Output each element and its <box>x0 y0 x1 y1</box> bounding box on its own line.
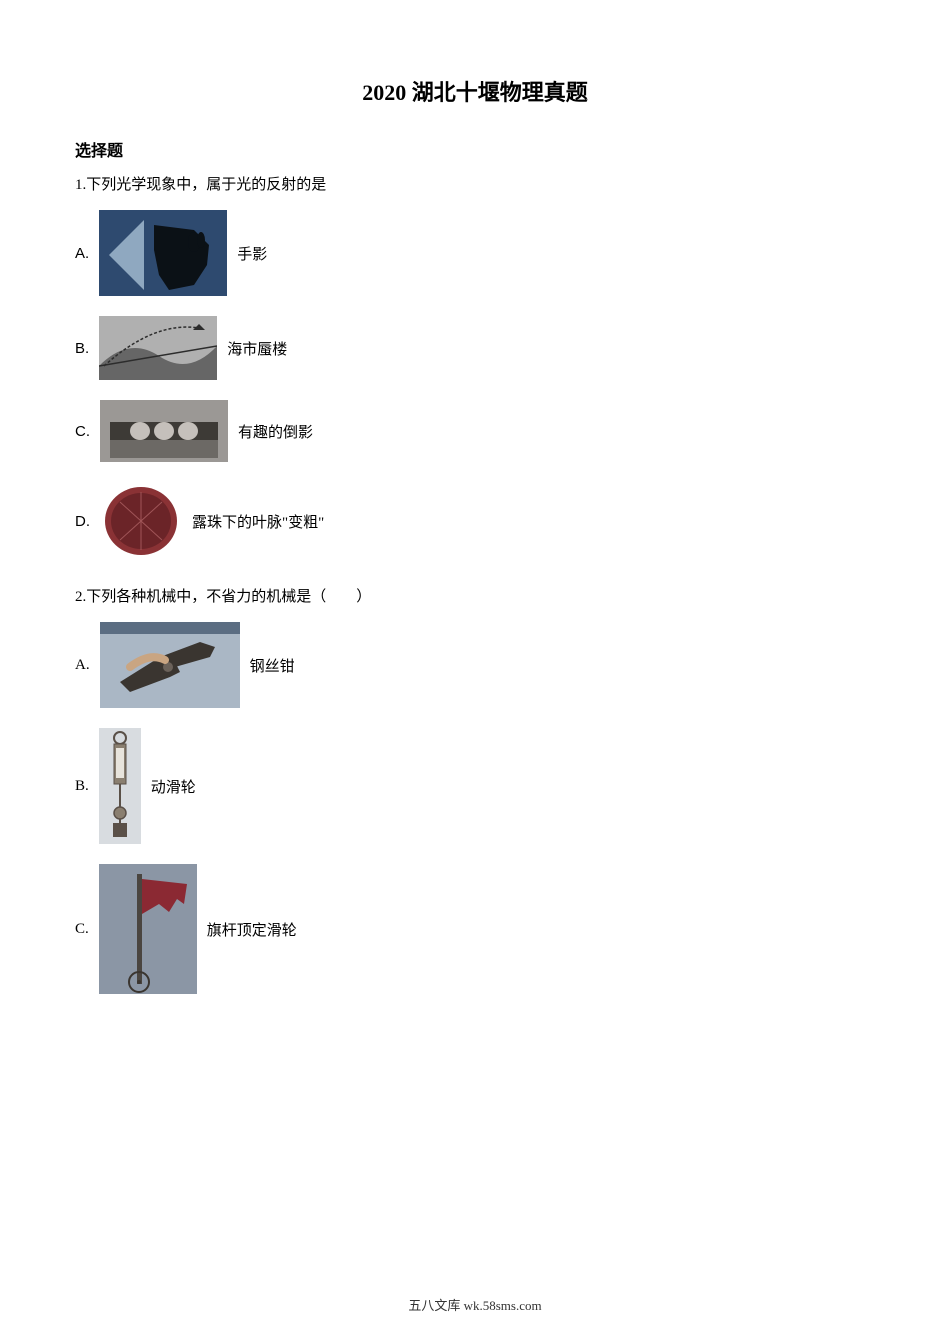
option-label: 钢丝钳 <box>250 655 295 676</box>
q2-text: 下列各种机械中，不省力的机械是（ ） <box>86 589 371 605</box>
page-footer: 五八文库 wk.58sms.com <box>0 1295 950 1314</box>
option-label: 露珠下的叶脉"变粗" <box>192 511 324 532</box>
question-1: 1.下列光学现象中，属于光的反射的是 <box>75 173 875 194</box>
hand-shadow-image <box>99 210 227 296</box>
q1-option-d: D. 露珠下的叶脉"变粗" <box>75 482 875 560</box>
q2-option-a: A. 钢丝钳 <box>75 622 875 708</box>
reflection-image <box>100 400 228 462</box>
q2-option-c: C. 旗杆顶定滑轮 <box>75 864 875 994</box>
option-label: 有趣的倒影 <box>238 421 313 442</box>
dewdrop-leaf-image <box>100 482 182 560</box>
option-letter: B. <box>75 778 89 795</box>
option-letter: D. <box>75 513 90 530</box>
mirage-image <box>99 316 217 380</box>
option-label: 手影 <box>237 243 267 264</box>
pliers-image <box>100 622 240 708</box>
option-letter: B. <box>75 340 89 357</box>
option-letter: A. <box>75 245 89 262</box>
option-letter: C. <box>75 921 89 938</box>
option-letter: A. <box>75 657 90 674</box>
option-letter: C. <box>75 423 90 440</box>
option-label: 海市蜃楼 <box>227 338 287 359</box>
q1-option-b: B. 海市蜃楼 <box>75 316 875 380</box>
page-title: 2020 湖北十堰物理真题 <box>75 75 875 107</box>
movable-pulley-image <box>99 728 141 844</box>
q1-number: 1. <box>75 177 86 193</box>
section-header: 选择题 <box>75 137 875 161</box>
option-label: 动滑轮 <box>151 776 196 797</box>
question-2: 2.下列各种机械中，不省力的机械是（ ） <box>75 585 875 606</box>
q2-option-b: B. 动滑轮 <box>75 728 875 844</box>
q1-text: 下列光学现象中，属于光的反射的是 <box>86 177 326 193</box>
q2-number: 2. <box>75 589 86 605</box>
flagpole-pulley-image <box>99 864 197 994</box>
q1-option-a: A. 手影 <box>75 210 875 296</box>
q1-option-c: C. 有趣的倒影 <box>75 400 875 462</box>
option-label: 旗杆顶定滑轮 <box>207 919 297 940</box>
